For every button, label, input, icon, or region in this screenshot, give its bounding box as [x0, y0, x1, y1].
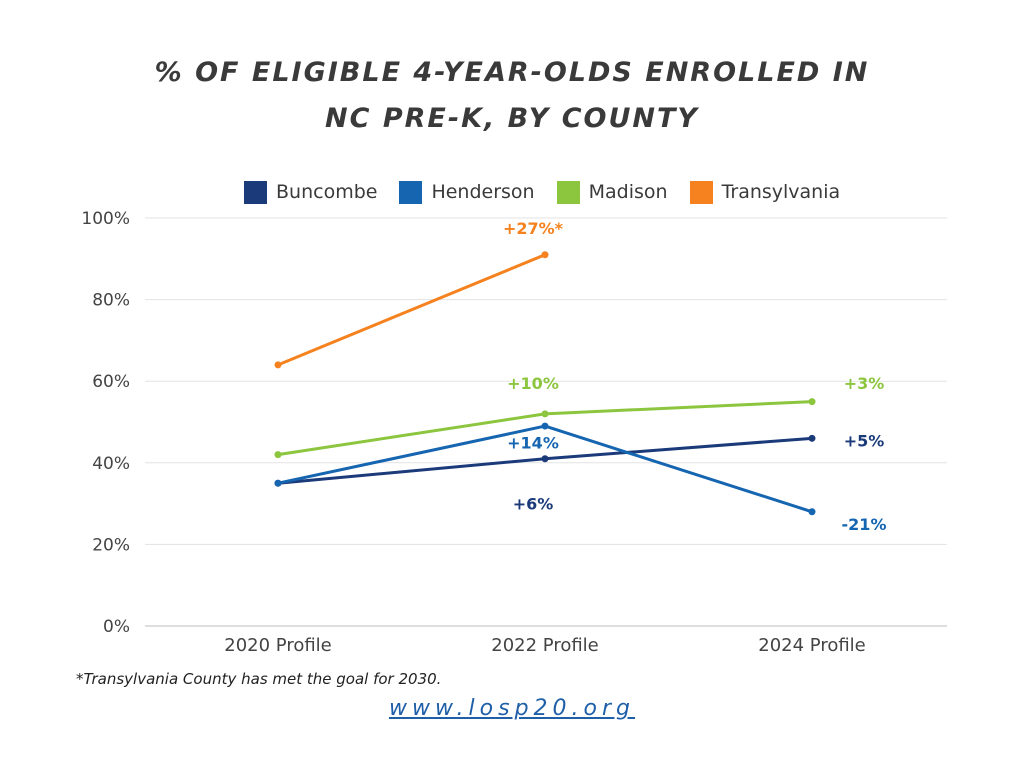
footnote: *Transylvania County has met the goal fo… [76, 670, 442, 688]
data-point-buncombe [808, 434, 816, 442]
y-tick-label: 80% [92, 291, 130, 311]
change-label-buncombe: +6% [513, 495, 554, 514]
legend-swatch [399, 180, 423, 204]
data-point-henderson [274, 479, 282, 487]
title-line-2: NC PRE-K, BY COUNTY [325, 103, 699, 134]
legend-item-buncombe: Buncombe [244, 180, 378, 204]
data-point-transylvania [541, 251, 549, 259]
legend-label: Buncombe [276, 181, 378, 203]
y-tick-label: 100% [81, 209, 130, 229]
legend: Buncombe Henderson Madison Transylvania [244, 178, 862, 206]
legend-swatch [556, 180, 580, 204]
data-point-madison [808, 398, 816, 406]
change-label-henderson: +14% [507, 433, 559, 452]
legend-label: Madison [588, 181, 668, 203]
data-point-madison [541, 410, 549, 418]
y-tick-label: 0% [103, 617, 130, 637]
x-tick-label: 2022 Profile [491, 635, 599, 656]
change-label-madison: +3% [844, 374, 885, 393]
legend-label: Henderson [431, 181, 535, 203]
x-tick-label: 2020 Profile [224, 635, 332, 656]
change-label-buncombe: +5% [844, 431, 885, 450]
legend-item-transylvania: Transylvania [689, 180, 841, 204]
change-label-madison: +10% [507, 374, 559, 393]
website-link[interactable]: www.losp20.org [388, 696, 636, 721]
title-line-1: % OF ELIGIBLE 4-YEAR-OLDS ENROLLED IN [154, 57, 870, 88]
x-tick-label: 2024 Profile [758, 635, 866, 656]
legend-item-madison: Madison [556, 180, 668, 204]
legend-swatch [244, 180, 267, 204]
y-tick-label: 20% [92, 535, 130, 555]
y-tick-label: 60% [92, 372, 130, 392]
data-point-transylvania [274, 361, 282, 369]
data-point-henderson [541, 422, 549, 430]
data-point-henderson [808, 508, 816, 516]
legend-label: Transylvania [721, 181, 841, 203]
legend-item-henderson: Henderson [399, 180, 535, 204]
legend-swatch [689, 180, 713, 204]
data-point-madison [274, 451, 282, 459]
data-point-buncombe [541, 455, 549, 463]
change-label-henderson: -21% [842, 515, 887, 534]
series-line-transylvania [277, 253, 546, 367]
change-label-transylvania: +27%* [503, 219, 564, 238]
chart-title: % OF ELIGIBLE 4-YEAR-OLDS ENROLLED IN NC… [0, 50, 1024, 142]
y-tick-label: 40% [92, 454, 130, 474]
